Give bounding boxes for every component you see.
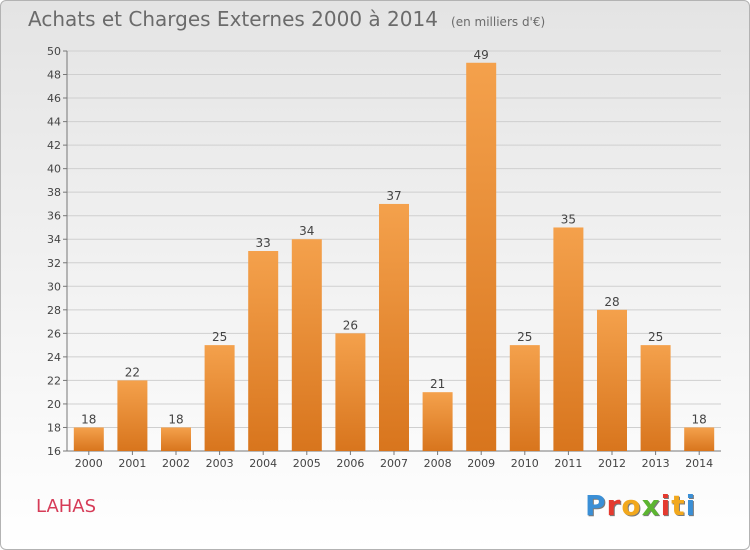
bar [684,427,715,451]
chart-title-main: Achats et Charges Externes 2000 à 2014 [28,7,438,31]
y-tick-label: 46 [47,92,61,105]
brand-letter: r [606,489,622,522]
bar [553,227,584,451]
bar [335,333,366,451]
x-tick-label: 2008 [424,457,452,470]
value-label: 37 [386,189,401,203]
bar [204,345,235,451]
chart-title-unit: (en milliers d'€) [451,15,546,29]
brand-letter: i [660,489,672,522]
value-label: 25 [517,330,532,344]
y-tick-label: 48 [47,69,61,82]
y-tick-label: 30 [47,280,61,293]
bar [73,427,104,451]
y-tick-label: 22 [47,374,61,387]
x-tick-label: 2013 [642,457,670,470]
x-tick-label: 2000 [75,457,103,470]
value-label: 18 [168,412,183,426]
value-label: 21 [430,377,445,391]
value-label: 18 [692,412,707,426]
brand-letter: x [641,489,661,522]
bar [466,62,497,451]
y-tick-label: 26 [47,327,61,340]
bar [422,392,453,451]
y-tick-label: 36 [47,210,61,223]
y-axis-ticks: 16 18 20 22 24 26 28 30 32 34 36 38 40 42 44 46 48 50 [47,45,67,458]
y-tick-label: 20 [47,398,61,411]
brand-logo: Proxiti [585,489,696,522]
x-tick-label: 2006 [336,457,364,470]
value-label: 33 [256,236,271,250]
y-tick-label: 38 [47,186,61,199]
x-tick-label: 2014 [685,457,713,470]
y-tick-label: 32 [47,257,61,270]
x-tick-label: 2003 [206,457,234,470]
x-tick-label: 2004 [249,457,277,470]
x-tick-label: 2009 [467,457,495,470]
commune-name: LAHAS [36,496,97,517]
bar [291,239,322,451]
brand-letter: i [685,489,697,522]
x-tick-label: 2007 [380,457,408,470]
value-label: 35 [561,212,576,226]
x-tick-label: 2005 [293,457,321,470]
value-label: 18 [81,412,96,426]
brand-letter: o [621,489,642,522]
value-label: 25 [212,330,227,344]
bar [640,345,671,451]
bars [73,62,715,451]
brand-letter: t [671,489,686,522]
bar [379,203,409,451]
y-tick-label: 42 [47,139,61,152]
bar [161,427,191,451]
brand-letter: P [585,489,607,522]
y-tick-label: 18 [47,421,61,434]
bar [597,309,627,451]
value-label: 26 [343,318,358,332]
x-tick-label: 2012 [598,457,626,470]
y-tick-label: 44 [47,116,61,129]
y-tick-label: 50 [47,45,61,58]
x-tick-label: 2010 [511,457,539,470]
value-label: 25 [648,330,663,344]
y-tick-label: 28 [47,304,61,317]
value-label: 22 [125,365,140,379]
y-tick-label: 24 [47,351,61,364]
value-labels: 18 22 18 25 33 34 26 37 21 49 25 35 28 25 18 [81,48,707,427]
x-axis-ticks: 2000 2001 2002 2003 2004 2005 2006 2007 2008 2009… [75,451,713,470]
value-label: 28 [604,295,619,309]
bar [117,380,148,451]
x-tick-label: 2002 [162,457,190,470]
value-label: 34 [299,224,314,238]
bar [509,345,540,451]
x-tick-label: 2001 [118,457,146,470]
y-tick-label: 40 [47,163,61,176]
y-tick-label: 34 [47,233,61,246]
value-label: 49 [474,48,489,62]
y-tick-label: 16 [47,445,61,458]
bar [248,251,279,451]
chart-title: Achats et Charges Externes 2000 à 2014 (… [28,7,545,31]
x-tick-label: 2011 [554,457,582,470]
